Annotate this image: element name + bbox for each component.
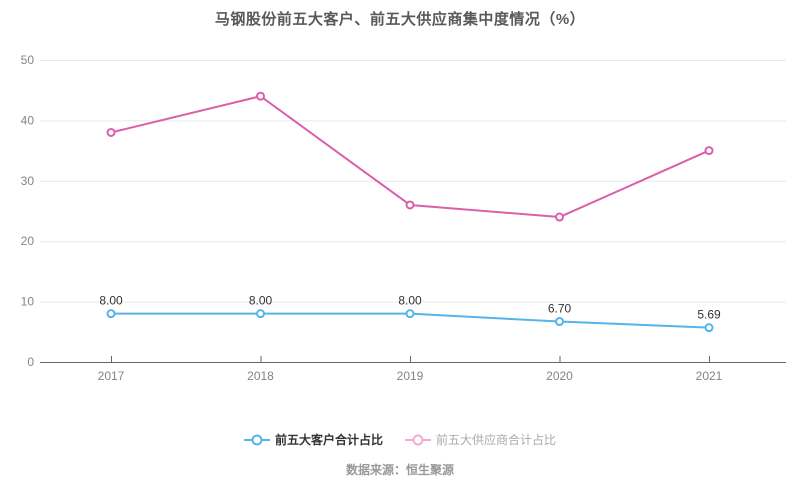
svg-text:8.00: 8.00	[398, 294, 422, 308]
svg-text:2017: 2017	[98, 369, 125, 383]
legend-line-marker-icon	[243, 434, 270, 446]
svg-text:2019: 2019	[397, 369, 424, 383]
svg-text:50: 50	[21, 53, 35, 67]
chart-title: 马钢股份前五大客户、前五大供应商集中度情况（%）	[214, 11, 586, 28]
line-chart: 0 10 20 30 40 50 2017 2018 2019 2020 2021 8.00 8.00 8…	[21, 53, 786, 383]
svg-text:8.00: 8.00	[249, 294, 273, 308]
legend-label-suppliers: 前五大供应商合计占比	[436, 433, 557, 447]
svg-text:30: 30	[21, 174, 35, 188]
legend-item-suppliers[interactable]: 前五大供应商合计占比	[405, 431, 556, 449]
legend-item-customers[interactable]: 前五大客户合计占比	[243, 431, 383, 449]
svg-text:8.00: 8.00	[99, 294, 123, 308]
svg-text:5.69: 5.69	[697, 308, 721, 322]
legend-label-customers: 前五大客户合计占比	[274, 433, 383, 447]
svg-text:20: 20	[21, 234, 35, 248]
svg-text:2020: 2020	[546, 369, 573, 383]
svg-text:0: 0	[27, 355, 34, 369]
svg-text:6.70: 6.70	[548, 302, 572, 316]
chart-legend: 前五大客户合计占比 前五大供应商合计占比	[0, 431, 800, 449]
svg-text:2018: 2018	[247, 369, 274, 383]
svg-text:2021: 2021	[696, 369, 723, 383]
legend-line-marker-icon	[405, 434, 431, 446]
svg-text:40: 40	[21, 113, 35, 127]
data-source: 数据来源：恒生聚源	[345, 463, 454, 477]
svg-text:10: 10	[21, 295, 35, 309]
